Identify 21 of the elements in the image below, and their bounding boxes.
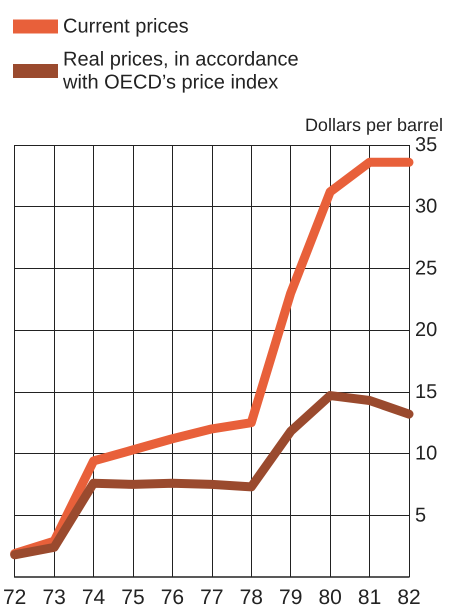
y-tick-label: 5 bbox=[415, 504, 426, 526]
y-tick-label: 30 bbox=[415, 196, 438, 218]
legend-label: Current prices bbox=[63, 16, 189, 38]
y-tick-label: 35 bbox=[415, 134, 438, 156]
x-tick-label: 79 bbox=[279, 586, 302, 609]
x-tick-label: 81 bbox=[358, 586, 382, 609]
x-tick-label: 73 bbox=[42, 586, 66, 609]
y-tick-label: 15 bbox=[415, 380, 438, 403]
x-tick-label: 76 bbox=[160, 586, 184, 609]
x-tick-label: 82 bbox=[397, 586, 421, 609]
legend-label: Real prices, in accordance with OECD’s price index bbox=[62, 48, 304, 94]
x-tick-label: 78 bbox=[240, 586, 263, 609]
x-tick-label: 80 bbox=[318, 586, 342, 609]
y-tick-label: 25 bbox=[415, 257, 438, 280]
x-tick-label: 75 bbox=[121, 586, 145, 609]
x-tick-label: 72 bbox=[3, 586, 26, 609]
x-tick-label: 74 bbox=[82, 586, 106, 609]
y-tick-label: 10 bbox=[415, 442, 438, 465]
y-axis-title: Dollars per barrel bbox=[304, 115, 443, 136]
x-tick-label: 77 bbox=[200, 586, 224, 609]
y-tick-label: 20 bbox=[415, 319, 438, 342]
